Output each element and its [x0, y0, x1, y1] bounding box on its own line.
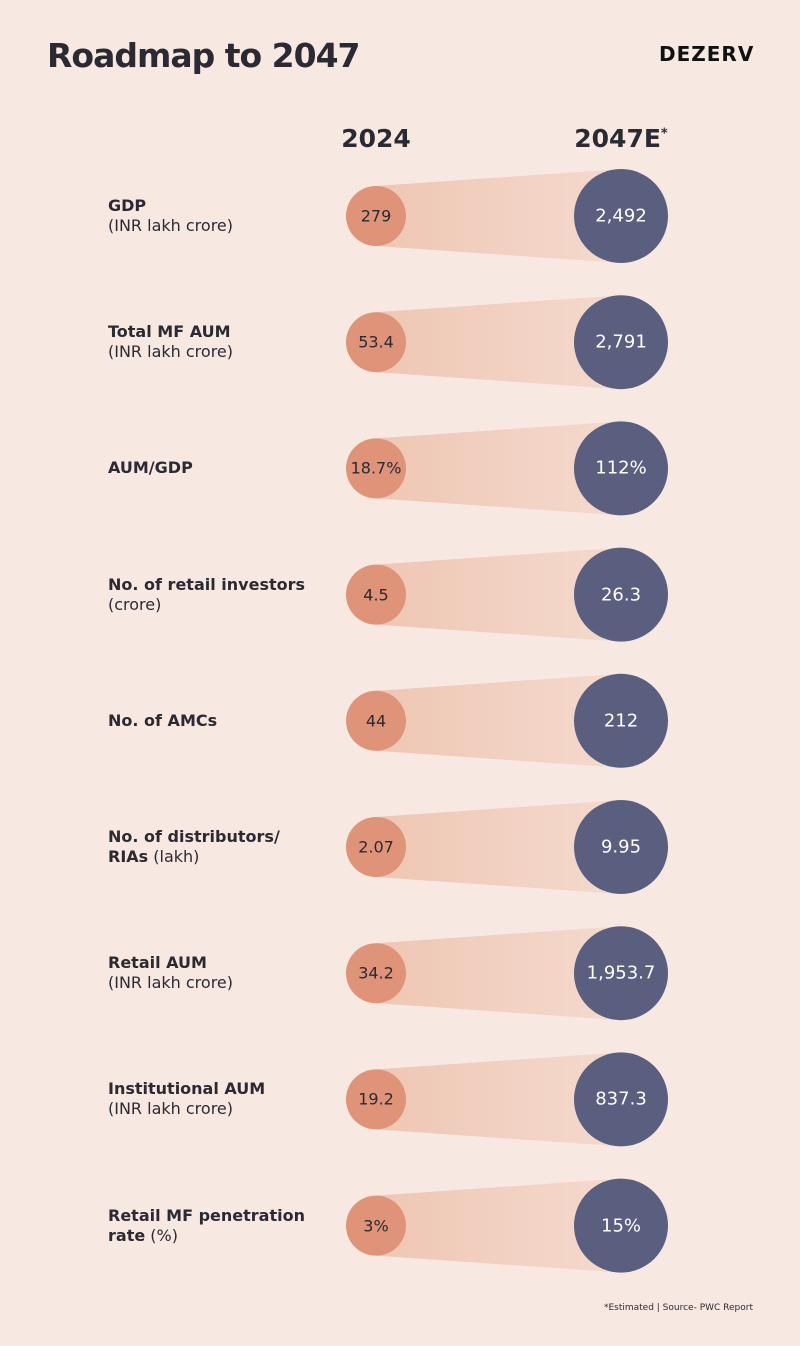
circle-2047 — [574, 169, 668, 263]
row-label-bold: GDP — [108, 196, 147, 215]
circle-2047 — [574, 1178, 668, 1273]
row-label-bold: No. of AMCs — [108, 710, 218, 730]
column-header-text: 2024 — [341, 124, 411, 153]
row-label: Retail AUM (INR lakh crore) — [108, 953, 233, 993]
row-label: Total MF AUM (INR lakh crore) — [108, 322, 233, 362]
cone-connector — [376, 421, 621, 516]
circle-2047 — [574, 800, 668, 894]
value-2047: 212 — [603, 710, 639, 732]
footnote: *Estimated | Source- PWC Report — [603, 1303, 753, 1313]
row-label: No. of distributors/ RIAs (lakh) — [108, 827, 318, 867]
circle-2024 — [346, 312, 406, 373]
row-label-bold: AUM/GDP — [108, 458, 193, 478]
value-2024: 53.4 — [358, 332, 394, 352]
cone-connector — [376, 169, 621, 263]
value-2024: 279 — [360, 206, 392, 226]
brand-logo: DEZERV — [659, 42, 755, 66]
circle-2047 — [574, 673, 668, 768]
cone-connector — [376, 1052, 621, 1147]
value-2024: 2.07 — [358, 837, 394, 857]
circle-2024 — [346, 438, 406, 499]
row-label: AUM/GDP — [108, 458, 193, 478]
circle-2024 — [346, 564, 406, 625]
circle-2024 — [346, 690, 406, 751]
value-2047: 112% — [595, 457, 647, 479]
value-2024: 18.7% — [350, 458, 402, 478]
circle-2047 — [574, 421, 668, 516]
cone-connector — [376, 926, 621, 1021]
row-label: No. of AMCs — [108, 711, 217, 731]
row-label: Retail MF penetration rate (%) — [108, 1206, 318, 1246]
row-label-unit: (crore) — [108, 594, 162, 614]
value-2024: 3% — [363, 1216, 389, 1236]
cone-connector — [376, 1178, 621, 1273]
row-label-unit: (INR lakh crore) — [108, 216, 233, 235]
row-label-unit: (%) — [150, 1225, 178, 1245]
value-2047: 837.3 — [595, 1088, 647, 1110]
row-label-unit: (INR lakh crore) — [108, 342, 233, 362]
circle-2047 — [574, 1052, 668, 1147]
row-label-unit: (INR lakh crore) — [108, 1099, 233, 1119]
row-label-bold: Retail AUM — [108, 953, 207, 973]
row-label-bold: Total MF AUM — [108, 322, 231, 342]
circle-2024 — [346, 1195, 406, 1256]
value-2047: 2,492 — [595, 205, 647, 227]
circle-2047 — [574, 547, 668, 642]
row-label-bold: Retail MF penetration rate — [108, 1205, 305, 1245]
row-label-bold: No. of retail investors — [108, 574, 306, 594]
value-2047: 26.3 — [600, 584, 642, 606]
cone-connector — [376, 295, 621, 390]
column-header-text: 2047E — [574, 124, 661, 153]
row-label-bold: No. of distributors/ RIAs — [108, 827, 280, 866]
asterisk: * — [660, 126, 668, 142]
value-2024: 19.2 — [358, 1089, 394, 1109]
circle-2024 — [346, 943, 406, 1004]
circle-2047 — [574, 295, 668, 390]
value-2047: 2,791 — [595, 331, 647, 353]
value-2024: 34.2 — [358, 963, 394, 983]
value-2047: 1,953.7 — [586, 962, 656, 984]
value-2024: 44 — [365, 711, 387, 731]
column-header-2024: 2024 — [341, 124, 411, 153]
column-header-2047: 2047E* — [574, 124, 667, 153]
value-2047: 15% — [600, 1215, 642, 1237]
row-label: Institutional AUM (INR lakh crore) — [108, 1079, 265, 1119]
circle-2047 — [574, 926, 668, 1021]
value-2047: 9.95 — [600, 836, 642, 858]
row-label-bold: Institutional AUM — [108, 1079, 266, 1099]
row-label-unit: (INR lakh crore) — [108, 973, 233, 993]
cone-connector — [376, 800, 621, 894]
circle-2024 — [346, 1069, 406, 1130]
cone-connector — [376, 673, 621, 768]
row-label: No. of retail investors (crore) — [108, 575, 305, 615]
page-title: Roadmap to 2047 — [47, 36, 361, 75]
circle-2024 — [346, 817, 406, 877]
circle-2024 — [346, 186, 406, 246]
cone-connector — [376, 547, 621, 642]
row-label-unit: (lakh) — [153, 847, 200, 866]
row-label: GDP (INR lakh crore) — [108, 196, 233, 236]
value-2024: 4.5 — [363, 585, 389, 605]
